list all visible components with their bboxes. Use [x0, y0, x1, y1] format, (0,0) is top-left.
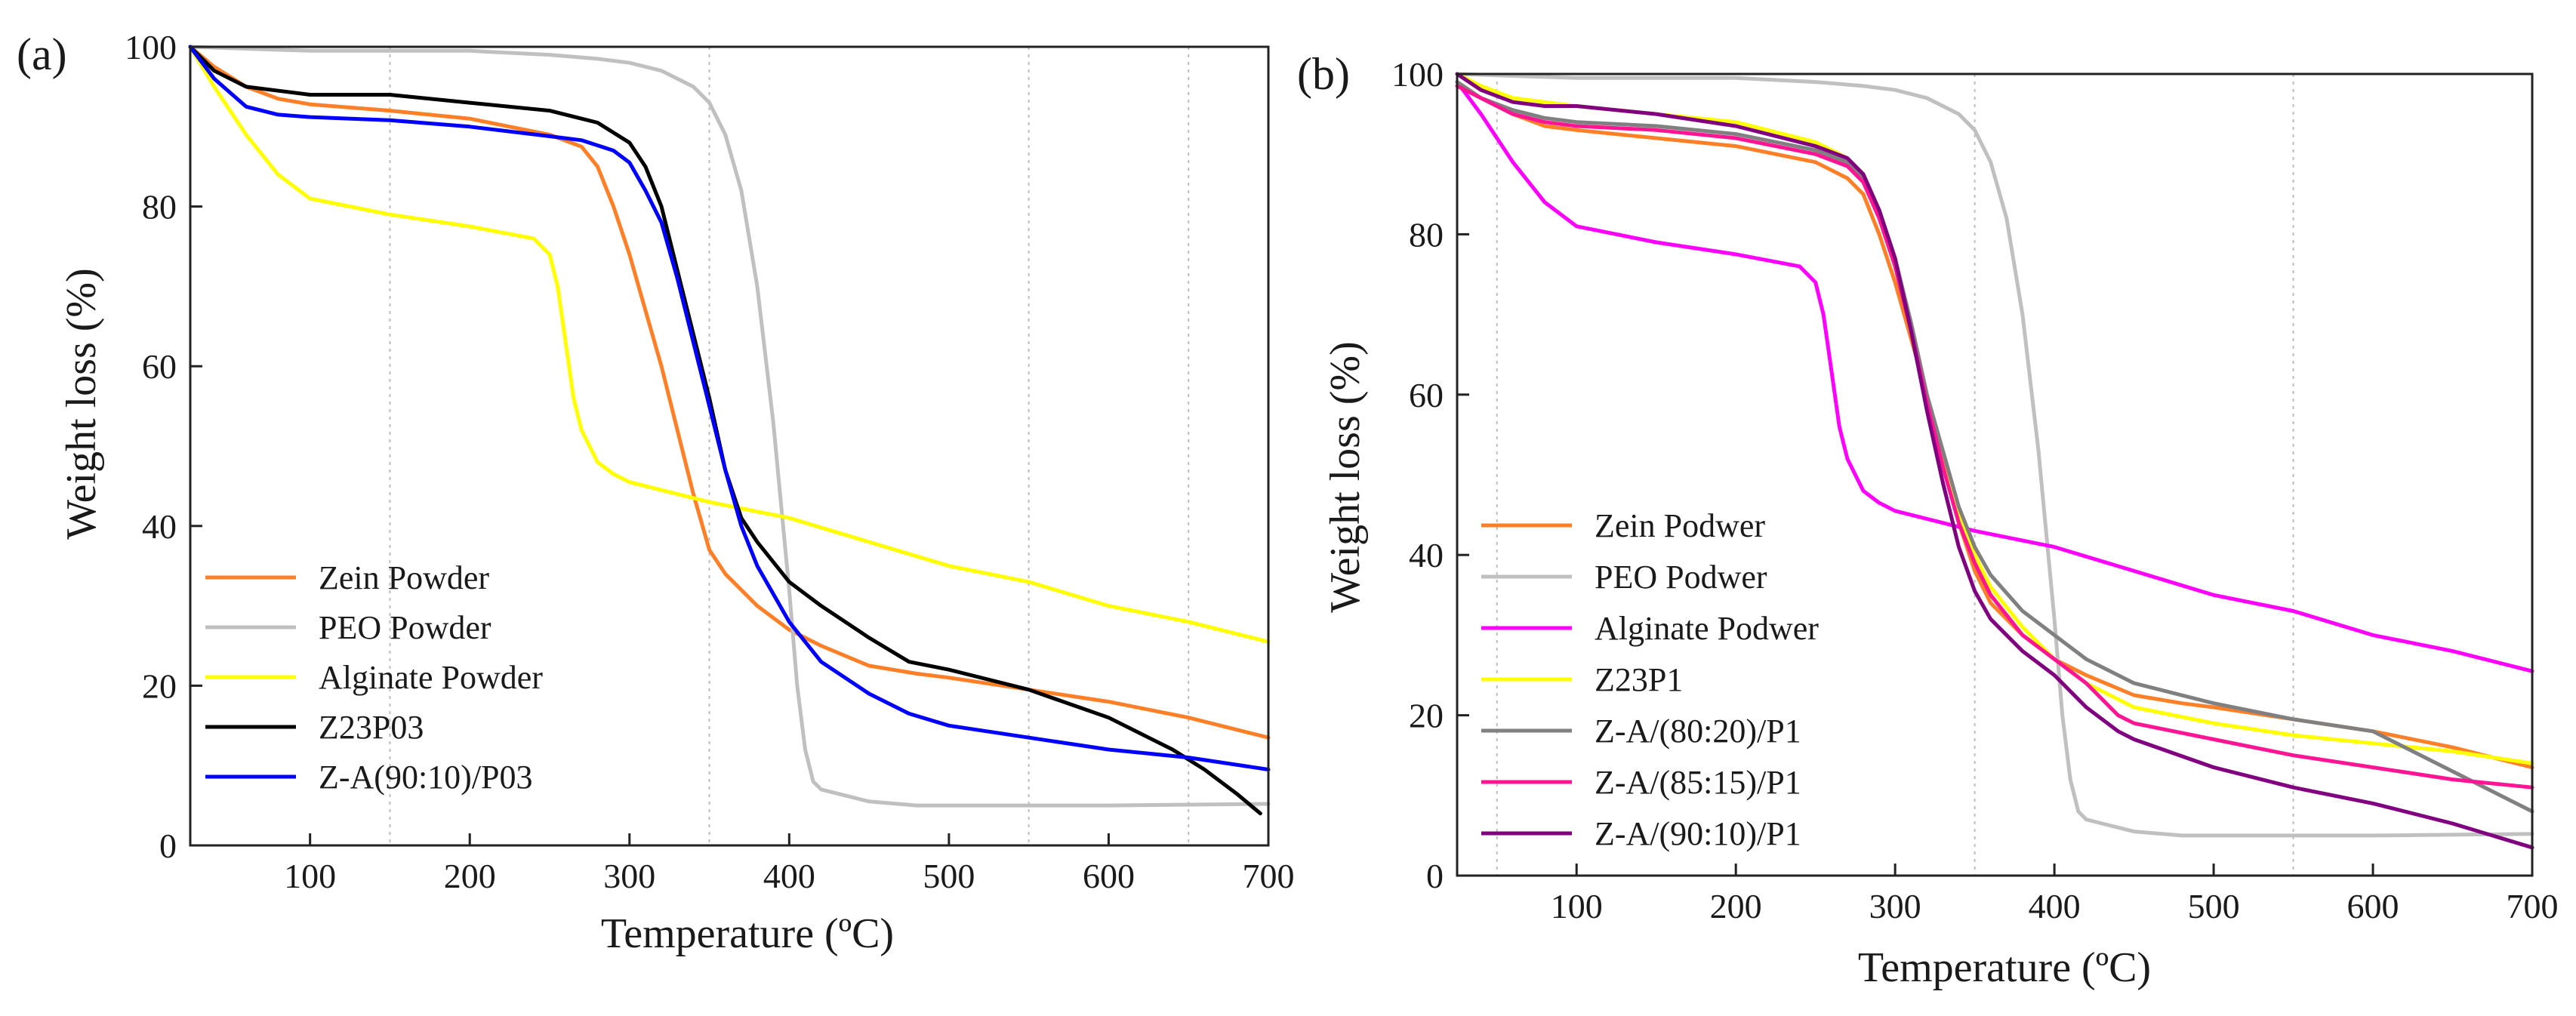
x-tick-label: 400: [763, 857, 815, 895]
y-axis-title: Weight loss (%): [1322, 341, 1369, 612]
legend-label: Alginate Powder: [319, 659, 543, 696]
series-line: [1455, 80, 2534, 673]
axis-ticks: 100 200 300 400 500 600 700 0 20 40 60 80 100: [1391, 55, 2559, 925]
x-axis-title: Temperature (ºC): [601, 910, 894, 957]
y-tick-label: 60: [1409, 376, 1444, 414]
plot-frame: [189, 45, 1270, 847]
x-tick-label: 200: [1710, 887, 1762, 925]
y-tick-label: 80: [142, 188, 177, 226]
y-tick-label: 60: [142, 347, 177, 386]
y-tick-label: 0: [1426, 857, 1444, 895]
series-line: [188, 45, 1271, 808]
y-tick-label: 80: [1409, 215, 1444, 254]
series-line: [188, 45, 1271, 644]
x-tick-label: 400: [2029, 887, 2081, 925]
legend-label: Z-A/(90:10)/P1: [1595, 815, 1801, 852]
x-tick-label: 300: [603, 857, 655, 895]
chart-panel-b: (b) 100 200 300 400 500 600 700 0 20 40 60 80 100 Te…: [1297, 49, 2559, 991]
x-tick-label: 200: [444, 857, 496, 895]
legend: Zein Podwer PEO Podwer Alginate Podwer Z23P…: [1481, 507, 1819, 852]
legend-label: Z23P03: [319, 709, 424, 746]
panel-letter: (a): [17, 29, 67, 79]
legend-label: Z-A/(80:20)/P1: [1595, 713, 1801, 750]
x-tick-label: 100: [284, 857, 336, 895]
chart-panel-a: (a) 100 200 300 400 500 600 700 0 20 40 60 80 100 Te…: [17, 28, 1295, 957]
series-line: [1455, 80, 2534, 814]
axis-ticks: 100 200 300 400 500 600 700 0 20 40 60 80 100: [125, 28, 1295, 895]
legend-label: Z-A(90:10)/P03: [319, 759, 533, 796]
series-lines: [188, 45, 1271, 816]
y-axis-title: Weight loss (%): [58, 268, 105, 539]
legend: Zein Powder PEO Powder Alginate Powder Z23P…: [205, 559, 543, 796]
legend-label: Alginate Podwer: [1595, 610, 1819, 647]
legend-label: PEO Podwer: [1595, 559, 1767, 596]
legend-label: Zein Podwer: [1595, 507, 1765, 544]
y-tick-label: 100: [125, 28, 177, 66]
x-tick-label: 300: [1869, 887, 1921, 925]
legend-label: Z-A/(85:15)/P1: [1595, 764, 1801, 801]
series-lines: [1455, 72, 2534, 850]
y-tick-label: 20: [1409, 697, 1444, 735]
y-tick-label: 40: [1409, 536, 1444, 574]
x-tick-label: 100: [1551, 887, 1603, 925]
y-tick-label: 40: [142, 507, 177, 546]
series-line: [1455, 72, 2534, 838]
x-tick-label: 600: [1083, 857, 1135, 895]
series-line: [1455, 72, 2534, 850]
x-tick-label: 700: [2507, 887, 2559, 925]
grid-lines: [389, 47, 1190, 845]
legend-label: Zein Powder: [319, 559, 489, 596]
series-line: [188, 45, 1271, 740]
series-line: [188, 45, 1271, 771]
legend-label: PEO Powder: [319, 609, 491, 646]
series-line: [1455, 84, 2534, 790]
x-tick-label: 600: [2347, 887, 2399, 925]
x-tick-label: 500: [2188, 887, 2240, 925]
x-axis-title: Temperature (ºC): [1858, 944, 2151, 991]
x-tick-label: 500: [923, 857, 975, 895]
panel-letter: (b): [1297, 49, 1350, 99]
y-tick-label: 100: [1391, 55, 1444, 94]
grid-lines: [1496, 74, 2294, 876]
plot-frame: [1456, 72, 2534, 877]
y-tick-label: 0: [159, 827, 177, 865]
legend-label: Z23P1: [1595, 661, 1683, 698]
y-tick-label: 20: [142, 667, 177, 705]
x-tick-label: 700: [1243, 857, 1295, 895]
